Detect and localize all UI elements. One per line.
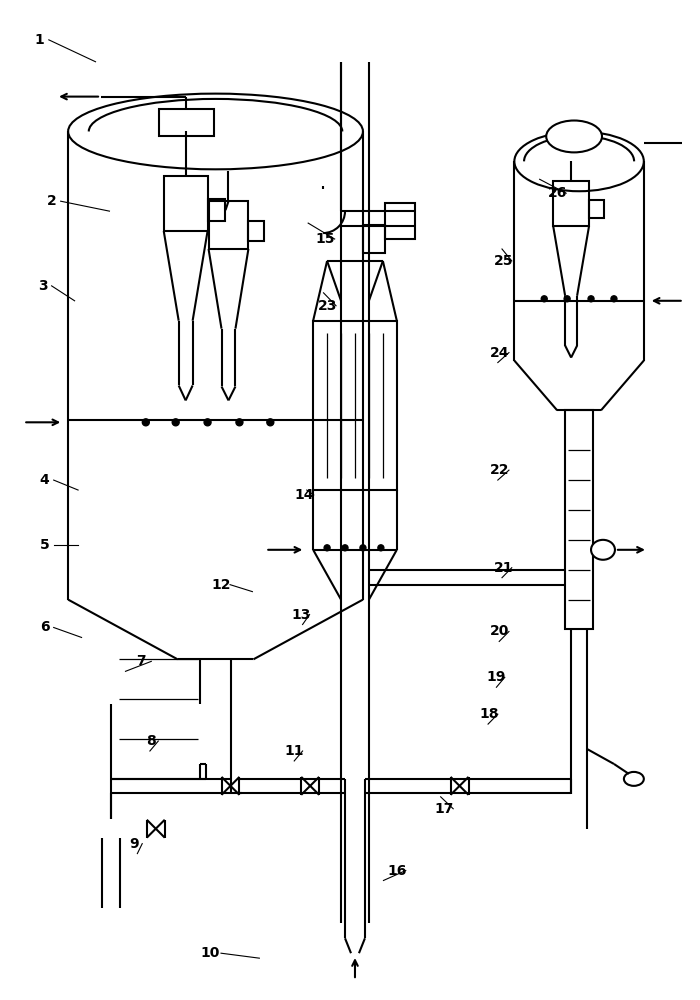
Bar — [565, 410, 593, 629]
Circle shape — [611, 296, 617, 302]
Text: 24: 24 — [490, 346, 510, 360]
Bar — [208, 199, 225, 221]
Text: 6: 6 — [40, 620, 50, 634]
Text: 15: 15 — [316, 232, 335, 246]
Ellipse shape — [546, 121, 602, 152]
Bar — [159, 109, 214, 136]
Circle shape — [378, 545, 384, 551]
Bar — [553, 181, 589, 226]
Circle shape — [342, 545, 348, 551]
Text: 9: 9 — [129, 837, 139, 851]
Text: 12: 12 — [211, 578, 231, 592]
Text: 21: 21 — [494, 561, 513, 575]
Circle shape — [564, 296, 570, 302]
Text: 16: 16 — [388, 864, 407, 878]
Text: 18: 18 — [480, 707, 499, 721]
Circle shape — [236, 419, 243, 426]
Text: 2: 2 — [47, 194, 57, 208]
Bar — [248, 221, 265, 241]
Bar — [313, 321, 397, 490]
Text: 5: 5 — [40, 538, 50, 552]
Text: 23: 23 — [318, 299, 337, 313]
Circle shape — [360, 545, 366, 551]
Text: 4: 4 — [40, 473, 50, 487]
Text: 1: 1 — [35, 33, 45, 47]
Circle shape — [204, 419, 211, 426]
Text: 7: 7 — [136, 654, 146, 668]
Bar — [363, 225, 385, 253]
Text: 22: 22 — [490, 463, 510, 477]
Text: 20: 20 — [490, 624, 510, 638]
Circle shape — [588, 296, 594, 302]
Text: 8: 8 — [146, 734, 156, 748]
Circle shape — [267, 419, 274, 426]
Text: 17: 17 — [435, 802, 454, 816]
Circle shape — [172, 419, 179, 426]
Circle shape — [324, 545, 330, 551]
Bar — [209, 201, 248, 249]
Text: 11: 11 — [284, 744, 304, 758]
Circle shape — [541, 296, 547, 302]
Text: 25: 25 — [494, 254, 513, 268]
Ellipse shape — [591, 540, 615, 560]
Bar — [164, 176, 208, 231]
Circle shape — [142, 419, 149, 426]
Text: 19: 19 — [486, 670, 506, 684]
Bar — [589, 200, 604, 218]
Text: 3: 3 — [38, 279, 48, 293]
Text: 14: 14 — [295, 488, 314, 502]
Bar — [385, 203, 414, 239]
Text: 13: 13 — [291, 608, 311, 622]
Text: 26: 26 — [548, 186, 568, 200]
Text: 10: 10 — [201, 946, 220, 960]
